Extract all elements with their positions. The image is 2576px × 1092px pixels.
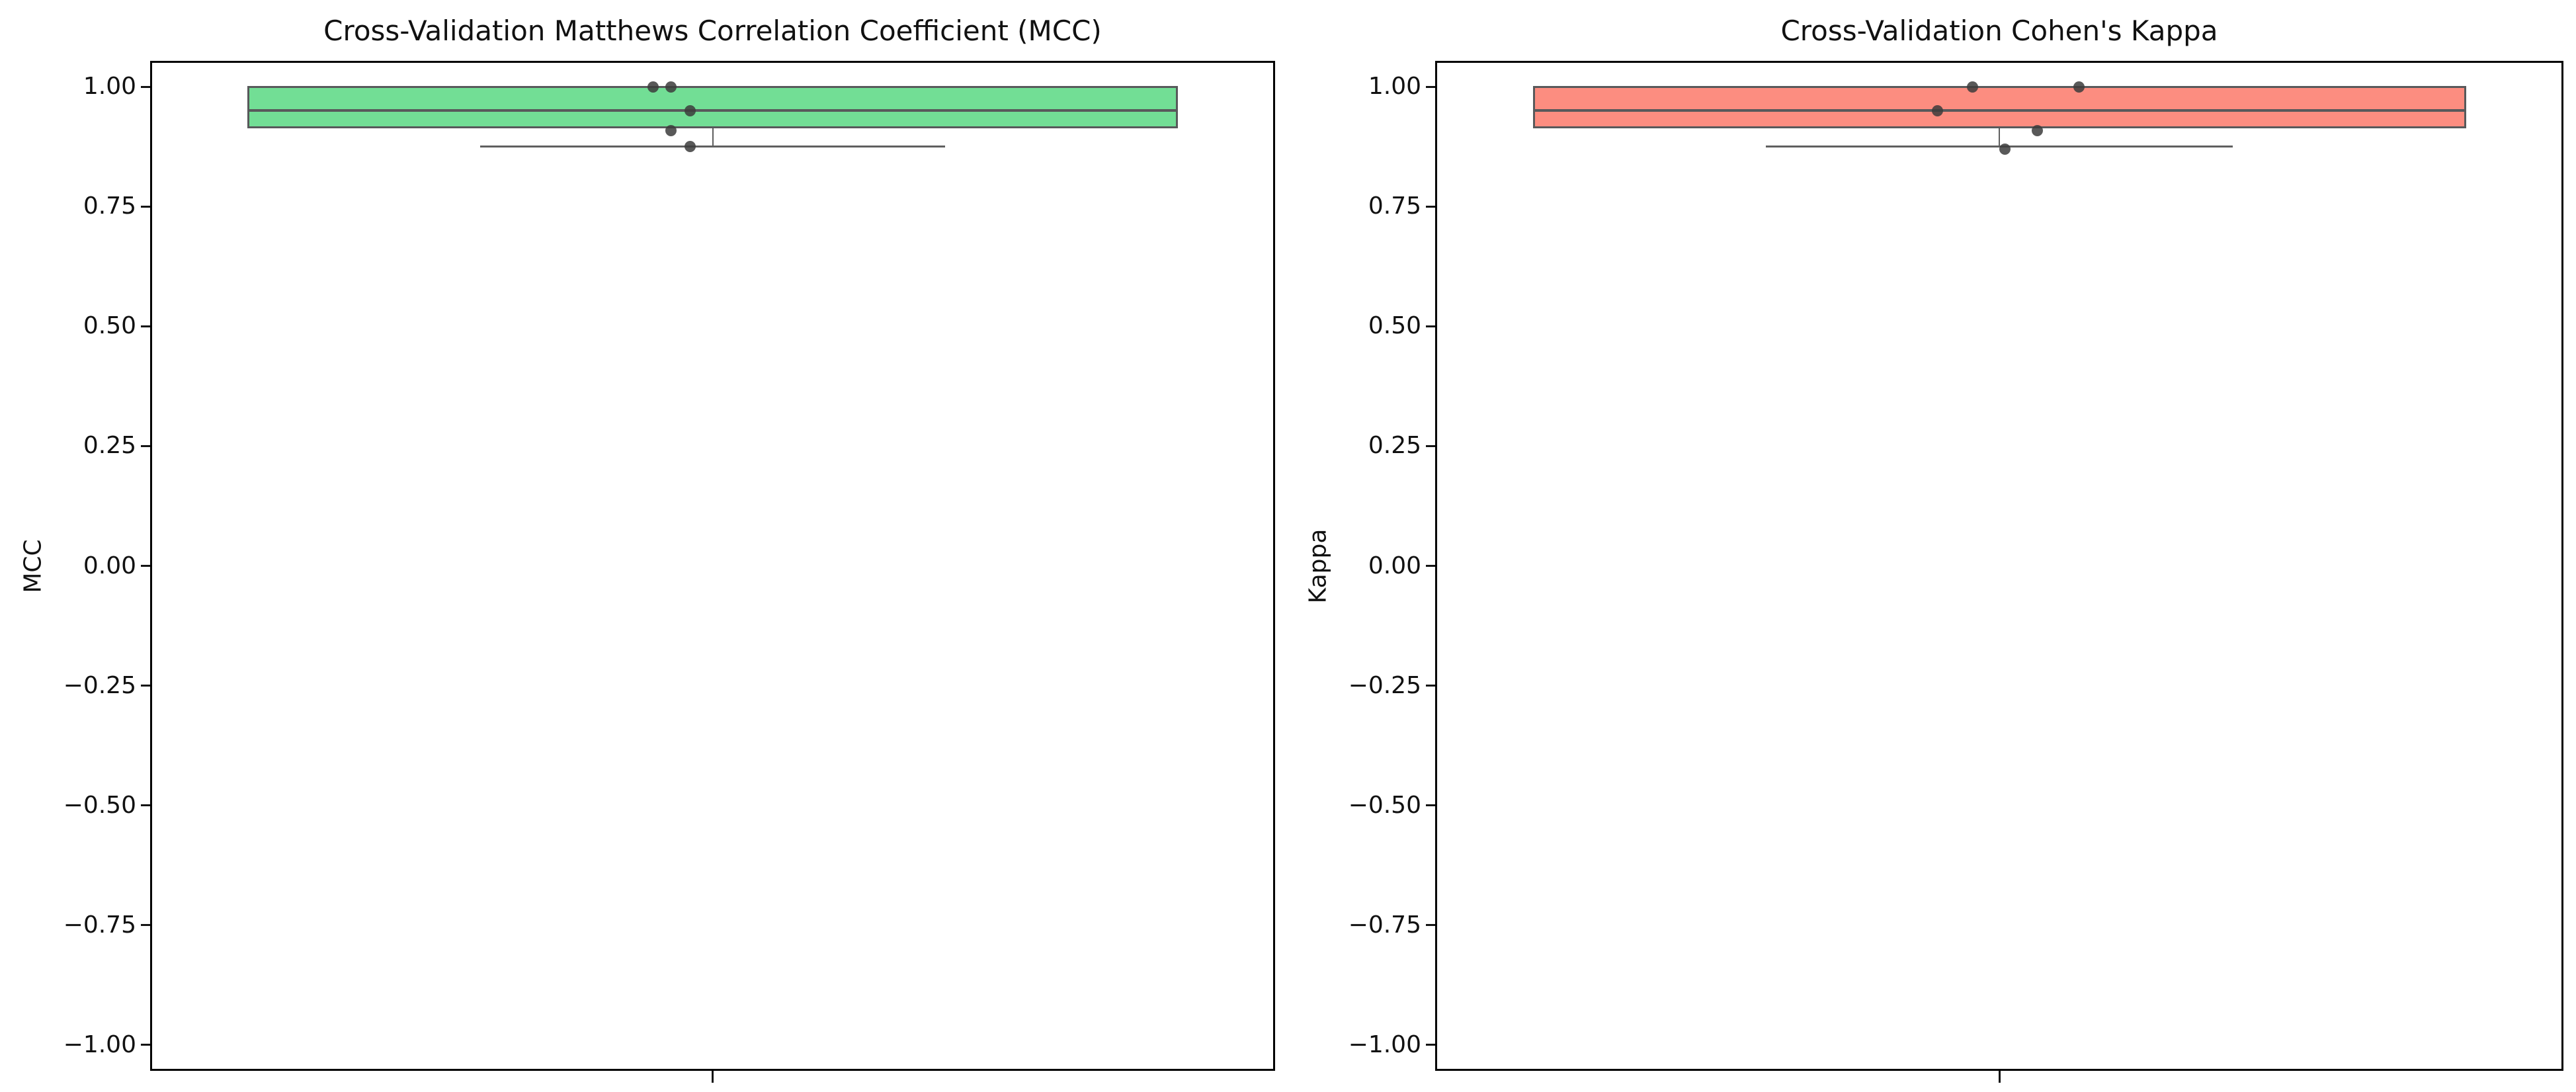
whisker-lower bbox=[712, 127, 714, 147]
y-tick-mark bbox=[1426, 205, 1435, 208]
box bbox=[1532, 85, 2466, 129]
axes-kappa: Cross-Validation Cohen's Kappa Kappa 1.0… bbox=[1305, 15, 2563, 1083]
y-tick-mark bbox=[141, 565, 150, 567]
y-tick-label: 0.00 bbox=[1368, 552, 1421, 579]
y-tick-mark bbox=[1426, 325, 1435, 327]
y-tick-mark bbox=[141, 85, 150, 88]
y-tick-label: 0.75 bbox=[1368, 192, 1421, 220]
x-tick-mark bbox=[712, 1071, 714, 1083]
median-line bbox=[247, 109, 1178, 112]
y-tick-label: −0.25 bbox=[63, 671, 136, 699]
data-point bbox=[2032, 125, 2044, 137]
data-point bbox=[647, 81, 659, 93]
data-point bbox=[1999, 143, 2011, 155]
y-tick-mark bbox=[141, 1044, 150, 1046]
y-tick-mark bbox=[1426, 804, 1435, 807]
box bbox=[247, 85, 1178, 129]
data-point bbox=[685, 105, 696, 116]
y-tick-mark bbox=[1426, 85, 1435, 88]
axes-mcc: Cross-Validation Matthews Correlation Co… bbox=[20, 15, 1275, 1083]
y-tick-label: 0.00 bbox=[83, 552, 136, 579]
y-tick-label: −0.50 bbox=[63, 791, 136, 819]
y-tick-mark bbox=[1426, 685, 1435, 687]
y-tick-label: −1.00 bbox=[1348, 1030, 1421, 1058]
y-tick-label: −1.00 bbox=[63, 1030, 136, 1058]
plot-title-kappa: Cross-Validation Cohen's Kappa bbox=[1780, 15, 2218, 47]
data-point bbox=[1932, 105, 1943, 116]
y-tick-label: −0.75 bbox=[1348, 911, 1421, 939]
data-point bbox=[1966, 81, 1978, 93]
y-tick-label: 0.75 bbox=[83, 192, 136, 220]
y-tick-mark bbox=[1426, 1044, 1435, 1046]
data-point bbox=[2073, 81, 2085, 93]
whisker-lower bbox=[1999, 127, 2000, 147]
y-tick-label: 1.00 bbox=[1368, 73, 1421, 101]
x-tick-mark bbox=[1998, 1071, 2001, 1083]
y-tick-mark bbox=[141, 804, 150, 807]
y-tick-mark bbox=[141, 205, 150, 208]
y-tick-label: 0.50 bbox=[83, 312, 136, 340]
y-tick-mark bbox=[1426, 565, 1435, 567]
y-tick-label: 1.00 bbox=[83, 73, 136, 101]
data-point bbox=[665, 81, 677, 93]
y-tick-mark bbox=[1426, 924, 1435, 927]
y-tick-label: −0.25 bbox=[1348, 671, 1421, 699]
y-tick-label: −0.75 bbox=[63, 911, 136, 939]
y-tick-mark bbox=[141, 444, 150, 447]
y-tick-label: 0.50 bbox=[1368, 312, 1421, 340]
plot-title-mcc: Cross-Validation Matthews Correlation Co… bbox=[323, 15, 1102, 47]
whisker-cap-lower bbox=[479, 146, 946, 148]
median-line bbox=[1532, 109, 2466, 112]
y-tick-mark bbox=[141, 325, 150, 327]
y-tick-mark bbox=[141, 924, 150, 927]
data-point bbox=[665, 125, 677, 137]
y-tick-mark bbox=[1426, 444, 1435, 447]
data-point bbox=[685, 140, 696, 152]
y-tick-mark bbox=[141, 685, 150, 687]
y-tick-label: 0.25 bbox=[1368, 432, 1421, 460]
y-tick-label: −0.50 bbox=[1348, 791, 1421, 819]
y-tick-label: 0.25 bbox=[83, 432, 136, 460]
